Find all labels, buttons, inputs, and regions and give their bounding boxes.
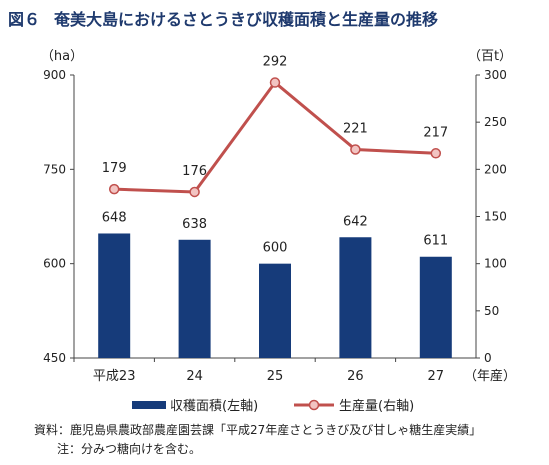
line-point [269, 77, 281, 88]
bar [98, 233, 131, 358]
line-point [108, 183, 120, 195]
x-tick-label: 27 [428, 369, 445, 384]
line-point [430, 148, 442, 159]
line-series-path [114, 80, 436, 194]
line-point [350, 144, 361, 155]
chart-notes: 資料：鹿児島県農政部農産園芸課「平成27年産さとうきび及び甘しゃ糖生産実績」 注… [34, 421, 481, 459]
y-right-tick-label: 300 [484, 68, 507, 82]
x-tick-label: 平成23 [93, 369, 136, 384]
chart-title: 図６ 奄美大島におけるさとうきび収穫面積と生産量の推移 [8, 6, 438, 30]
y-right-tick-label: 250 [484, 115, 507, 129]
y-left-tick-label: 750 [43, 162, 66, 176]
y-right-unit: （百t） [468, 49, 512, 64]
legend-bar-swatch [132, 401, 166, 409]
legend-line-marker [308, 399, 320, 411]
bar-value-label: 648 [102, 210, 127, 225]
bar-value-label: 600 [263, 241, 288, 256]
y-left-tick-label: 450 [43, 351, 66, 365]
title-text: 奄美大島におけるさとうきび収穫面積と生産量の推移 [54, 10, 439, 29]
x-tick-label: 24 [186, 369, 203, 384]
bar-value-label: 611 [423, 234, 448, 249]
y-left-tick-label: 900 [43, 68, 66, 82]
x-tick-label: 25 [267, 369, 284, 384]
line-value-label: 217 [423, 125, 448, 140]
footnote: 注：分みつ糖向けを含む。 [57, 442, 202, 456]
bar-value-label: 642 [343, 214, 368, 229]
legend-bar-label: 収穫面積(左軸) [170, 399, 258, 414]
y-right-tick-label: 100 [484, 257, 507, 271]
line-value-label: 179 [102, 161, 127, 176]
bar [259, 263, 291, 358]
y-left-tick-label: 600 [43, 257, 66, 271]
bar [419, 256, 452, 358]
y-left-unit: （ha） [41, 49, 83, 64]
x-axis-unit: （年産） [464, 368, 516, 384]
line-value-label: 176 [182, 164, 207, 179]
y-right-tick-label: 0 [484, 351, 492, 365]
y-right-tick-label: 200 [484, 162, 507, 176]
x-tick-label: 26 [347, 369, 364, 384]
legend-line-label: 生産量(右軸) [339, 398, 414, 414]
y-right-tick-label: 150 [484, 210, 507, 224]
line-point [189, 186, 200, 198]
line-value-label: 221 [343, 122, 368, 137]
bar [178, 239, 211, 358]
y-right-tick-label: 50 [484, 304, 499, 318]
bar [339, 237, 372, 358]
line-value-label: 292 [263, 55, 288, 70]
figure-number: 図６ [8, 10, 41, 29]
bar-value-label: 638 [182, 217, 207, 232]
source-note: 資料：鹿児島県農政部農産園芸課「平成27年産さとうきび及び甘しゃ糖生産実績」 [34, 423, 482, 437]
